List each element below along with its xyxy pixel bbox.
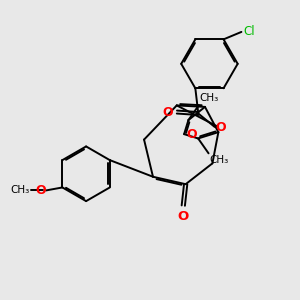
Text: CH₃: CH₃ (200, 93, 219, 103)
Text: O: O (162, 106, 173, 118)
Text: O: O (35, 184, 46, 197)
Text: O: O (177, 210, 188, 223)
Text: O: O (216, 121, 226, 134)
Text: CH₃: CH₃ (11, 185, 30, 195)
Text: O: O (187, 128, 197, 141)
Text: Cl: Cl (244, 26, 255, 38)
Text: CH₃: CH₃ (209, 155, 228, 165)
